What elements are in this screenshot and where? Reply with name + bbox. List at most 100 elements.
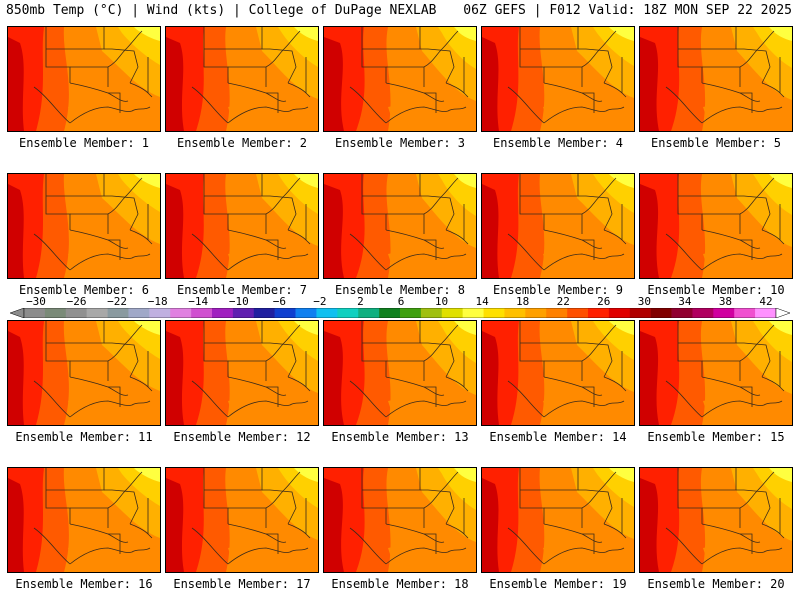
colorbar-swatch <box>86 308 108 318</box>
colorbar-swatch <box>734 308 756 318</box>
ensemble-member-label: Ensemble Member: 18 <box>331 577 469 591</box>
colorbar-swatch <box>629 308 651 318</box>
temperature-field-map <box>166 321 318 425</box>
colorbar-tick-label: −10 <box>228 295 249 308</box>
temperature-field-map <box>324 321 476 425</box>
ensemble-member-label: Ensemble Member: 9 <box>492 283 624 297</box>
temperature-field-map <box>482 174 634 278</box>
temperature-field-map <box>482 27 634 131</box>
colorbar-swatch <box>337 308 359 318</box>
colorbar-swatch <box>128 308 150 318</box>
ensemble-member-label: Ensemble Member: 14 <box>489 430 627 444</box>
ensemble-member-label: Ensemble Member: 7 <box>176 283 308 297</box>
ensemble-member-label: Ensemble Member: 3 <box>334 136 466 150</box>
ensemble-member-label: Ensemble Member: 11 <box>15 430 153 444</box>
colorbar-tick-label: 2 <box>357 295 364 308</box>
colorbar-swatch <box>274 308 296 318</box>
colorbar-swatch <box>755 308 777 318</box>
colorbar-tick-label: 42 <box>759 295 773 308</box>
temperature-field-map <box>640 27 792 131</box>
model-valid-time: 06Z GEFS | F012 Valid: 18Z MON SEP 22 20… <box>463 3 792 18</box>
ensemble-member-map <box>323 467 477 573</box>
colorbar-swatch <box>149 308 171 318</box>
temperature-field-map <box>166 27 318 131</box>
colorbar-swatch <box>191 308 213 318</box>
colorbar-tick-label: −14 <box>188 295 209 308</box>
colorbar-swatch <box>692 308 714 318</box>
colorbar-max-arrow <box>775 308 790 318</box>
ensemble-member-label: Ensemble Member: 4 <box>492 136 624 150</box>
ensemble-member-label: Ensemble Member: 8 <box>334 283 466 297</box>
colorbar-tick-label: 30 <box>637 295 651 308</box>
ensemble-member-map <box>7 320 161 426</box>
temperature-field-map <box>324 27 476 131</box>
colorbar-swatch <box>608 308 631 318</box>
colorbar-tick-label: 26 <box>597 295 611 308</box>
map-title: 850mb Temp (°C) | Wind (kts) | College o… <box>6 3 437 18</box>
colorbar-tick-label: 14 <box>475 295 489 308</box>
ensemble-member-map <box>165 26 319 132</box>
colorbar-swatch <box>400 308 422 318</box>
colorbar-min-arrow <box>10 308 25 318</box>
ensemble-member-map <box>481 320 635 426</box>
colorbar-tick-label: −30 <box>26 295 46 308</box>
colorbar-tick-label: 10 <box>434 295 449 308</box>
colorbar-tick-label: −18 <box>147 295 168 308</box>
colorbar-swatch <box>170 308 192 318</box>
colorbar-swatch <box>546 308 568 318</box>
temperature-field-map <box>324 174 476 278</box>
colorbar-swatch <box>504 308 526 318</box>
colorbar-swatch <box>567 308 589 318</box>
temperature-field-map <box>482 321 634 425</box>
temperature-field-map <box>166 468 318 572</box>
temperature-field-map <box>640 174 792 278</box>
colorbar-swatch <box>358 308 380 318</box>
colorbar-swatch <box>107 308 129 318</box>
ensemble-member-label: Ensemble Member: 6 <box>18 283 150 297</box>
ensemble-member-label: Ensemble Member: 13 <box>331 430 469 444</box>
temperature-colorbar <box>10 308 790 318</box>
colorbar-swatch <box>316 308 338 318</box>
temperature-field-map <box>640 321 792 425</box>
ensemble-member-map <box>639 467 793 573</box>
ensemble-member-label: Ensemble Member: 16 <box>15 577 153 591</box>
ensemble-member-map <box>165 467 319 573</box>
ensemble-member-label: Ensemble Member: 19 <box>489 577 627 591</box>
colorbar-swatch <box>44 308 67 318</box>
colorbar-swatch <box>588 308 610 318</box>
temperature-field-map <box>324 468 476 572</box>
colorbar-tick-label: 34 <box>678 295 692 308</box>
ensemble-member-map <box>639 26 793 132</box>
colorbar-swatch <box>24 308 46 318</box>
colorbar-swatch <box>253 308 275 318</box>
temperature-field-map <box>8 321 160 425</box>
ensemble-member-map <box>165 320 319 426</box>
ensemble-member-map <box>7 173 161 279</box>
ensemble-member-map <box>323 26 477 132</box>
colorbar-swatch <box>462 308 484 318</box>
ensemble-member-map <box>323 173 477 279</box>
colorbar-tick-label: −2 <box>313 295 327 308</box>
ensemble-member-label: Ensemble Member: 2 <box>176 136 308 150</box>
ensemble-member-label: Ensemble Member: 5 <box>650 136 782 150</box>
colorbar-swatch <box>713 308 735 318</box>
colorbar-tick-label: 18 <box>516 295 530 308</box>
colorbar-tick-label: 38 <box>718 295 733 308</box>
colorbar-tick-label: −26 <box>66 295 87 308</box>
colorbar-swatch <box>295 308 317 318</box>
ensemble-member-map <box>639 173 793 279</box>
temperature-field-map <box>8 174 160 278</box>
colorbar-tick-label: 6 <box>397 295 405 308</box>
ensemble-member-map <box>481 467 635 573</box>
ensemble-member-map <box>165 173 319 279</box>
colorbar-swatch <box>671 308 693 318</box>
ensemble-member-label: Ensemble Member: 1 <box>18 136 150 150</box>
colorbar-swatch <box>232 308 255 318</box>
ensemble-member-label: Ensemble Member: 12 <box>173 430 311 444</box>
colorbar-swatch <box>65 308 87 318</box>
ensemble-member-label: Ensemble Member: 20 <box>647 577 785 591</box>
colorbar-swatch <box>483 308 505 318</box>
colorbar-swatch <box>525 308 547 318</box>
colorbar-tick-label: −22 <box>107 295 128 308</box>
ensemble-member-map <box>7 467 161 573</box>
